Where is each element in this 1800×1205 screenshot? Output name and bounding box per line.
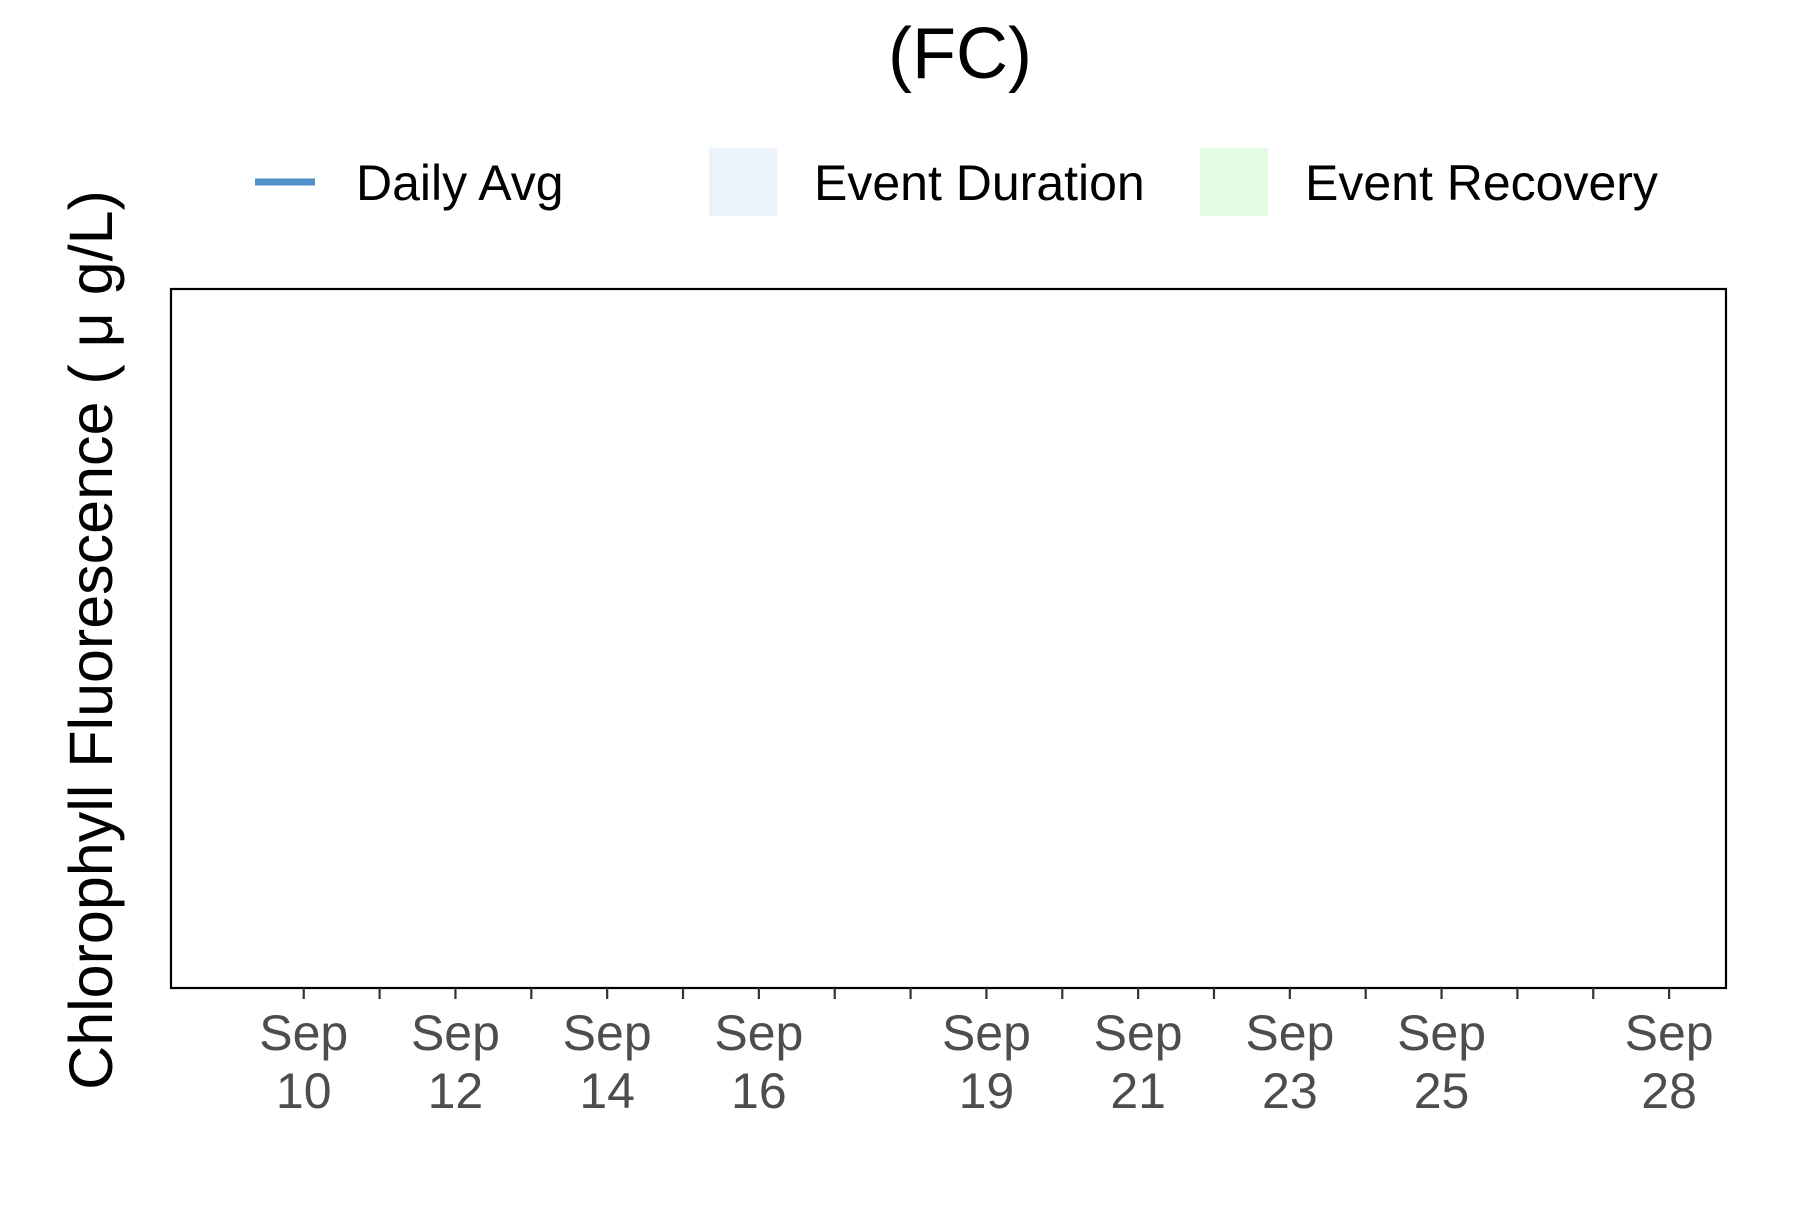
plot-border bbox=[169, 287, 1728, 990]
legend-label: Event Duration bbox=[814, 155, 1145, 211]
x-tick-label: Sep 25 bbox=[1397, 1005, 1486, 1119]
x-tick-label: Sep 12 bbox=[411, 1005, 500, 1119]
x-axis: Sep 10 Sep 12 Sep 14 Sep 16 Sep 19 Sep 21 Sep 23 Sep 25… bbox=[259, 988, 1714, 1119]
legend: Daily Avg Event Duration Event Recovery bbox=[255, 148, 1658, 216]
x-tick-label: Sep 19 bbox=[942, 1005, 1031, 1119]
legend-label: Event Recovery bbox=[1305, 155, 1658, 211]
x-tick-label: Sep 21 bbox=[1094, 1005, 1183, 1119]
plot-background bbox=[171, 289, 1726, 988]
x-tick-label: Sep 16 bbox=[714, 1005, 803, 1119]
y-axis-label: Chlorophyll Fluorescence ( μ g/L) bbox=[57, 190, 125, 1090]
x-tick-label: Sep 23 bbox=[1245, 1005, 1334, 1119]
x-tick-label: Sep 10 bbox=[259, 1005, 348, 1119]
x-tick-label: Sep 28 bbox=[1625, 1005, 1714, 1119]
x-tick-label: Sep 14 bbox=[563, 1005, 652, 1119]
legend-item: Event Recovery bbox=[1200, 148, 1658, 216]
legend-fill-swatch bbox=[1200, 148, 1268, 216]
legend-label: Daily Avg bbox=[356, 155, 564, 211]
plot-area bbox=[169, 287, 1728, 990]
legend-item: Event Duration bbox=[709, 148, 1145, 216]
legend-item: Daily Avg bbox=[255, 155, 564, 211]
chart-title: (FC) bbox=[888, 14, 1032, 94]
legend-fill-swatch bbox=[709, 148, 777, 216]
